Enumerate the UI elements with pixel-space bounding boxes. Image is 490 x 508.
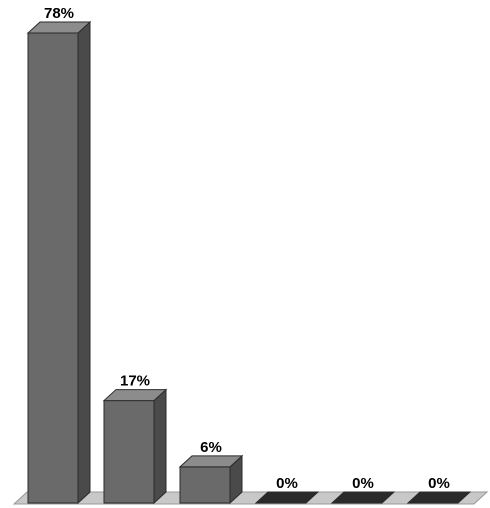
data-label: 17% <box>120 373 150 390</box>
data-label: 0% <box>276 475 298 492</box>
bar-side <box>77 20 91 505</box>
bars-group: 78% 17% 6% 0% 0% 0% <box>26 5 472 505</box>
bar <box>27 32 79 504</box>
bar-top <box>178 455 244 468</box>
data-label: 6% <box>200 439 222 456</box>
bar <box>406 491 472 504</box>
bar <box>103 400 155 504</box>
bar <box>179 466 231 504</box>
bar <box>330 491 396 504</box>
bar-top <box>26 21 92 34</box>
data-label: 0% <box>428 475 450 492</box>
bar-top <box>102 389 168 402</box>
bar-side <box>153 388 167 505</box>
bar <box>254 491 320 504</box>
data-label: 0% <box>352 475 374 492</box>
data-label: 78% <box>44 5 74 22</box>
